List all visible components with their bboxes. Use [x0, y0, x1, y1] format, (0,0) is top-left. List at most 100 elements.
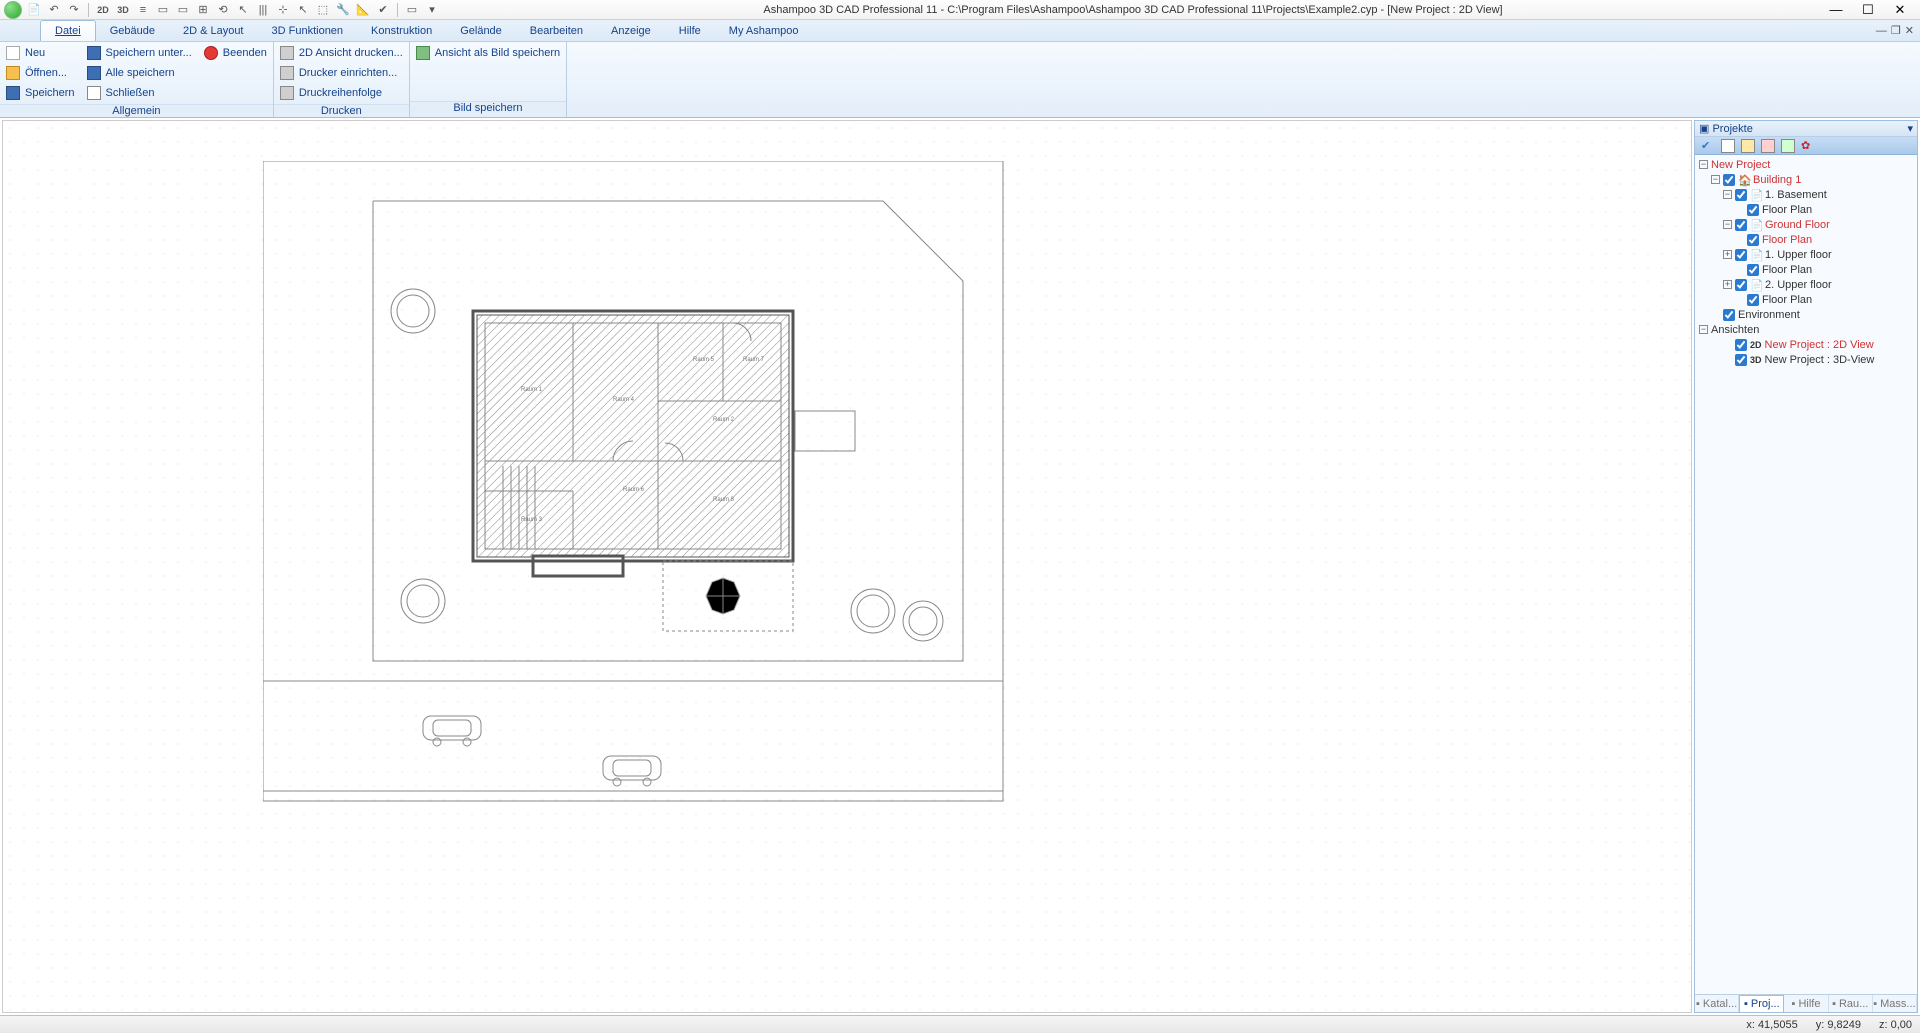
tree-node-label[interactable]: New Project: [1711, 159, 1770, 171]
ribbon--ffnen-[interactable]: Öffnen...: [6, 64, 75, 82]
menu-tab-geb-ude[interactable]: Gebäude: [96, 20, 169, 41]
ribbon-drucker-einrichten-[interactable]: Drucker einrichten...: [280, 64, 403, 82]
panel-tab-proj[interactable]: ▪Proj...: [1739, 995, 1784, 1012]
qat-btn-13[interactable]: ⊹: [275, 2, 291, 18]
tree-node-label[interactable]: 1. Upper floor: [1765, 249, 1832, 261]
menu-tab-my-ashampoo[interactable]: My Ashampoo: [715, 20, 813, 41]
tool-a-icon[interactable]: [1721, 139, 1735, 153]
qat-btn-11[interactable]: ↖: [235, 2, 251, 18]
ribbon-beenden[interactable]: Beenden: [204, 44, 267, 62]
panel-tab-rau[interactable]: ▪Rau...: [1829, 995, 1873, 1012]
tree-expander[interactable]: −: [1711, 175, 1720, 184]
tree-node-label[interactable]: New Project : 3D-View: [1765, 354, 1875, 366]
qat-btn-21[interactable]: ▾: [424, 2, 440, 18]
drawing-canvas[interactable]: Raum 1 Raum 4 Raum 5 Raum 7 Raum 2 Raum …: [2, 120, 1692, 1013]
qat-btn-8[interactable]: ▭: [175, 2, 191, 18]
qat-btn-17[interactable]: 📐: [355, 2, 371, 18]
status-y: y: 9,8249: [1816, 1019, 1861, 1031]
check-icon[interactable]: ✔: [1701, 139, 1715, 153]
ribbon-neu[interactable]: Neu: [6, 44, 75, 62]
tree-node-label[interactable]: 1. Basement: [1765, 189, 1827, 201]
projects-tree[interactable]: −New Project−🏠Building 1−📄1. BasementFlo…: [1695, 155, 1917, 994]
menu-tab-datei[interactable]: Datei: [40, 20, 96, 41]
tree-checkbox[interactable]: [1747, 294, 1759, 306]
tree-node-label[interactable]: Building 1: [1753, 174, 1801, 186]
tree-expander[interactable]: −: [1699, 325, 1708, 334]
mdi-restore-button[interactable]: ❐: [1891, 24, 1901, 37]
tree-checkbox[interactable]: [1723, 309, 1735, 321]
tree-node-label[interactable]: Floor Plan: [1762, 294, 1812, 306]
tree-node-label[interactable]: Ground Floor: [1765, 219, 1830, 231]
ribbon-tabs: DateiGebäude2D & Layout3D FunktionenKons…: [0, 20, 1920, 42]
maximize-button[interactable]: ☐: [1858, 2, 1878, 18]
tree-checkbox[interactable]: [1735, 189, 1747, 201]
ribbon-schlie-en[interactable]: Schließen: [87, 84, 192, 102]
qat-btn-10[interactable]: ⟲: [215, 2, 231, 18]
qat-btn-20[interactable]: ▭: [404, 2, 420, 18]
mdi-close-button[interactable]: ✕: [1905, 24, 1914, 37]
tool-e-icon[interactable]: ✿: [1801, 139, 1815, 153]
projects-panel-menu-icon[interactable]: ▾: [1907, 122, 1913, 135]
qat-btn-14[interactable]: ↖: [295, 2, 311, 18]
qat-btn-18[interactable]: ✔: [375, 2, 391, 18]
menu-tab-3d-funktionen[interactable]: 3D Funktionen: [258, 20, 358, 41]
qat-btn-2[interactable]: ↷: [66, 2, 82, 18]
tool-c-icon[interactable]: [1761, 139, 1775, 153]
tree-node-label[interactable]: Floor Plan: [1762, 264, 1812, 276]
panel-tab-hilfe[interactable]: ▪Hilfe: [1784, 995, 1828, 1012]
menu-tab-bearbeiten[interactable]: Bearbeiten: [516, 20, 597, 41]
qat-btn-4[interactable]: 2D: [95, 2, 111, 18]
ribbon-speichern-unter-[interactable]: Speichern unter...: [87, 44, 192, 62]
menu-tab-anzeige[interactable]: Anzeige: [597, 20, 665, 41]
ribbon-2d-ansicht-drucken-[interactable]: 2D Ansicht drucken...: [280, 44, 403, 62]
menu-tab-konstruktion[interactable]: Konstruktion: [357, 20, 446, 41]
qat-btn-0[interactable]: 📄: [26, 2, 42, 18]
menu-tab-hilfe[interactable]: Hilfe: [665, 20, 715, 41]
qat-btn-9[interactable]: ⊞: [195, 2, 211, 18]
tree-expander[interactable]: −: [1699, 160, 1708, 169]
tree-node-label[interactable]: Environment: [1738, 309, 1800, 321]
tree-expander[interactable]: −: [1723, 190, 1732, 199]
qat-btn-12[interactable]: |||: [255, 2, 271, 18]
qat-btn-15[interactable]: ⬚: [315, 2, 331, 18]
tree-checkbox[interactable]: [1735, 249, 1747, 261]
tree-expander[interactable]: +: [1723, 250, 1732, 259]
tree-node-label[interactable]: Ansichten: [1711, 324, 1759, 336]
tree-checkbox[interactable]: [1735, 219, 1747, 231]
panel-tab-mass[interactable]: ▪Mass...: [1873, 995, 1917, 1012]
tree-expander[interactable]: −: [1723, 220, 1732, 229]
menu-tab-2d-layout[interactable]: 2D & Layout: [169, 20, 258, 41]
mdi-minimize-button[interactable]: —: [1876, 25, 1887, 37]
menu-tab-gel-nde[interactable]: Gelände: [446, 20, 516, 41]
projects-panel-header: ▣ Projekte ▾: [1695, 121, 1917, 137]
close-button[interactable]: ✕: [1890, 2, 1910, 18]
tree-node-icon: 📄: [1750, 279, 1762, 291]
qat-btn-7[interactable]: ▭: [155, 2, 171, 18]
tree-expander[interactable]: +: [1723, 280, 1732, 289]
app-logo[interactable]: [4, 1, 22, 19]
panel-tab-katal[interactable]: ▪Katal...: [1695, 995, 1739, 1012]
tree-checkbox[interactable]: [1735, 279, 1747, 291]
tool-d-icon[interactable]: [1781, 139, 1795, 153]
tree-checkbox[interactable]: [1747, 204, 1759, 216]
tree-node-label[interactable]: 2. Upper floor: [1765, 279, 1832, 291]
qat-btn-1[interactable]: ↶: [46, 2, 62, 18]
tree-node-label[interactable]: Floor Plan: [1762, 204, 1812, 216]
minimize-button[interactable]: —: [1826, 2, 1846, 18]
projects-toolbar: ✔ ✿: [1695, 137, 1917, 155]
tree-checkbox[interactable]: [1723, 174, 1735, 186]
tree-node-label[interactable]: Floor Plan: [1762, 234, 1812, 246]
qat-btn-16[interactable]: 🔧: [335, 2, 351, 18]
ribbon-druckreihenfolge[interactable]: Druckreihenfolge: [280, 84, 403, 102]
ribbon-ansicht-als-bild-speichern[interactable]: Ansicht als Bild speichern: [416, 44, 560, 62]
tree-node-label[interactable]: New Project : 2D View: [1765, 339, 1874, 351]
ribbon-alle-speichern[interactable]: Alle speichern: [87, 64, 192, 82]
qat-btn-5[interactable]: 3D: [115, 2, 131, 18]
tree-checkbox[interactable]: [1735, 354, 1747, 366]
tree-checkbox[interactable]: [1747, 264, 1759, 276]
ribbon-speichern[interactable]: Speichern: [6, 84, 75, 102]
tool-b-icon[interactable]: [1741, 139, 1755, 153]
tree-checkbox[interactable]: [1735, 339, 1747, 351]
qat-btn-6[interactable]: ≡: [135, 2, 151, 18]
tree-checkbox[interactable]: [1747, 234, 1759, 246]
